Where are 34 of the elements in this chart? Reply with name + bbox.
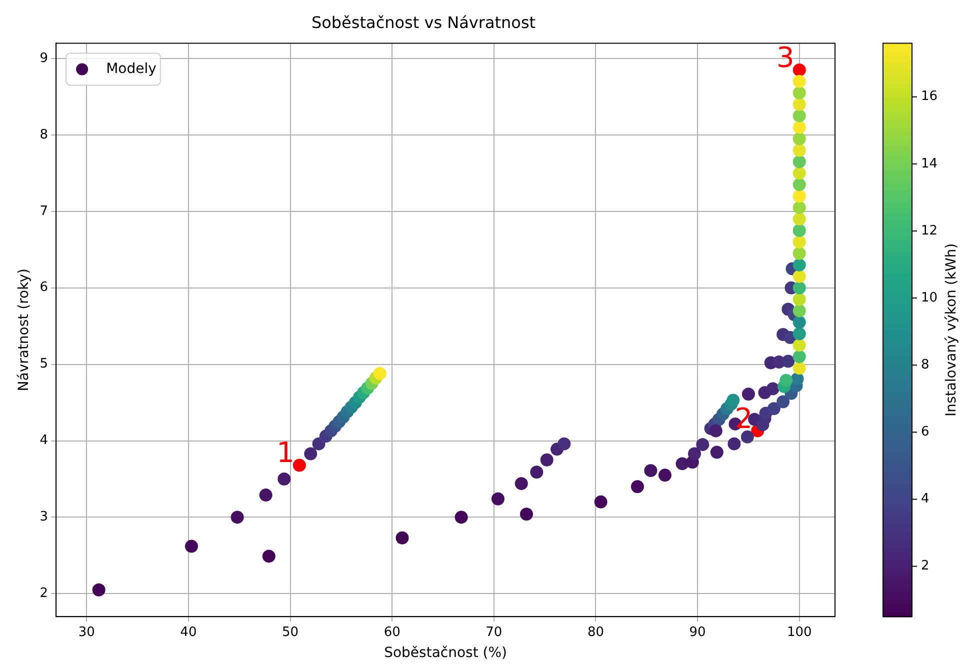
legend-label: Modely [106, 60, 156, 77]
annotation: 1 [276, 436, 294, 470]
y-tick-label: 7 [40, 204, 48, 219]
color-bar-label: 12 [921, 223, 938, 238]
color-bar-label: 6 [921, 424, 930, 440]
x-tick-label: 80 [587, 624, 604, 640]
x-tick-label: 100 [786, 624, 812, 640]
y-tick-label: 4 [40, 433, 48, 448]
x-axis-title: Soběstačnost (%) [384, 645, 507, 662]
x-tick-label: 60 [384, 624, 400, 640]
point [792, 63, 806, 76]
annotation: 2 [734, 402, 753, 435]
x-tick-label: 50 [282, 624, 299, 640]
color-bar-label: 2 [921, 558, 930, 574]
y-tick-label: 2 [40, 586, 48, 602]
annotation: 3 [776, 40, 794, 74]
color-bar-label: 10 [921, 290, 938, 306]
x-tick-label: 70 [486, 624, 502, 640]
y-tick-label: 9 [40, 50, 48, 66]
point [292, 458, 306, 472]
chart-title: Soběstačnost vs Návratnost [311, 12, 536, 32]
y-tick-label: 3 [40, 510, 48, 525]
y-tick-label: 5 [40, 356, 48, 372]
color-bar-title: Instalovaný výkon (kWh) [944, 243, 960, 416]
color-bar-label: 16 [921, 89, 938, 104]
y-tick-label: 8 [40, 127, 48, 142]
x-tick-label: 90 [689, 624, 706, 640]
y-tick-label: 6 [40, 280, 48, 296]
color-bar-label: 14 [921, 156, 938, 172]
y-axis-title: Návratnost (roky) [16, 268, 32, 392]
color-bar-label: 8 [921, 357, 930, 372]
color-bar-label: 4 [921, 492, 930, 507]
x-tick-label: 30 [78, 624, 95, 640]
x-tick-label: 40 [180, 624, 197, 640]
